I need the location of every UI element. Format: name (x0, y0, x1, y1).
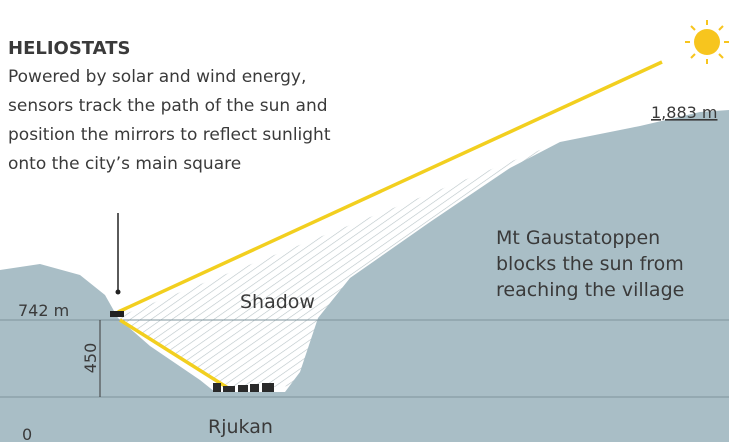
pointer-dot (115, 289, 121, 295)
town-label: Rjukan (208, 416, 273, 438)
town-buildings (213, 383, 274, 392)
shadow-area (120, 148, 545, 390)
description-line: Powered by solar and wind energy, (8, 67, 306, 87)
shadow-label: Shadow (240, 291, 315, 313)
description-line: onto the city’s main square (8, 154, 241, 174)
difference-label: 450 (81, 343, 100, 374)
terrain (0, 110, 729, 442)
sun (685, 20, 729, 64)
height-label: 742 m (18, 301, 69, 320)
reflected-ray (119, 318, 229, 390)
heliostat (110, 311, 124, 317)
peak-label: 1,883 m (651, 103, 717, 122)
base-label: 0 (22, 425, 32, 442)
title: HELIOSTATS (8, 38, 130, 59)
description-line: position the mirrors to reflect sunlight (8, 125, 331, 145)
sun-ray (117, 60, 663, 314)
mountain-name: Mt Gaustatoppen (496, 227, 660, 249)
mountain-note: blocks the sun from (496, 253, 684, 275)
mountain-note: reaching the village (496, 279, 684, 301)
description-line: sensors track the path of the sun and (8, 96, 328, 116)
